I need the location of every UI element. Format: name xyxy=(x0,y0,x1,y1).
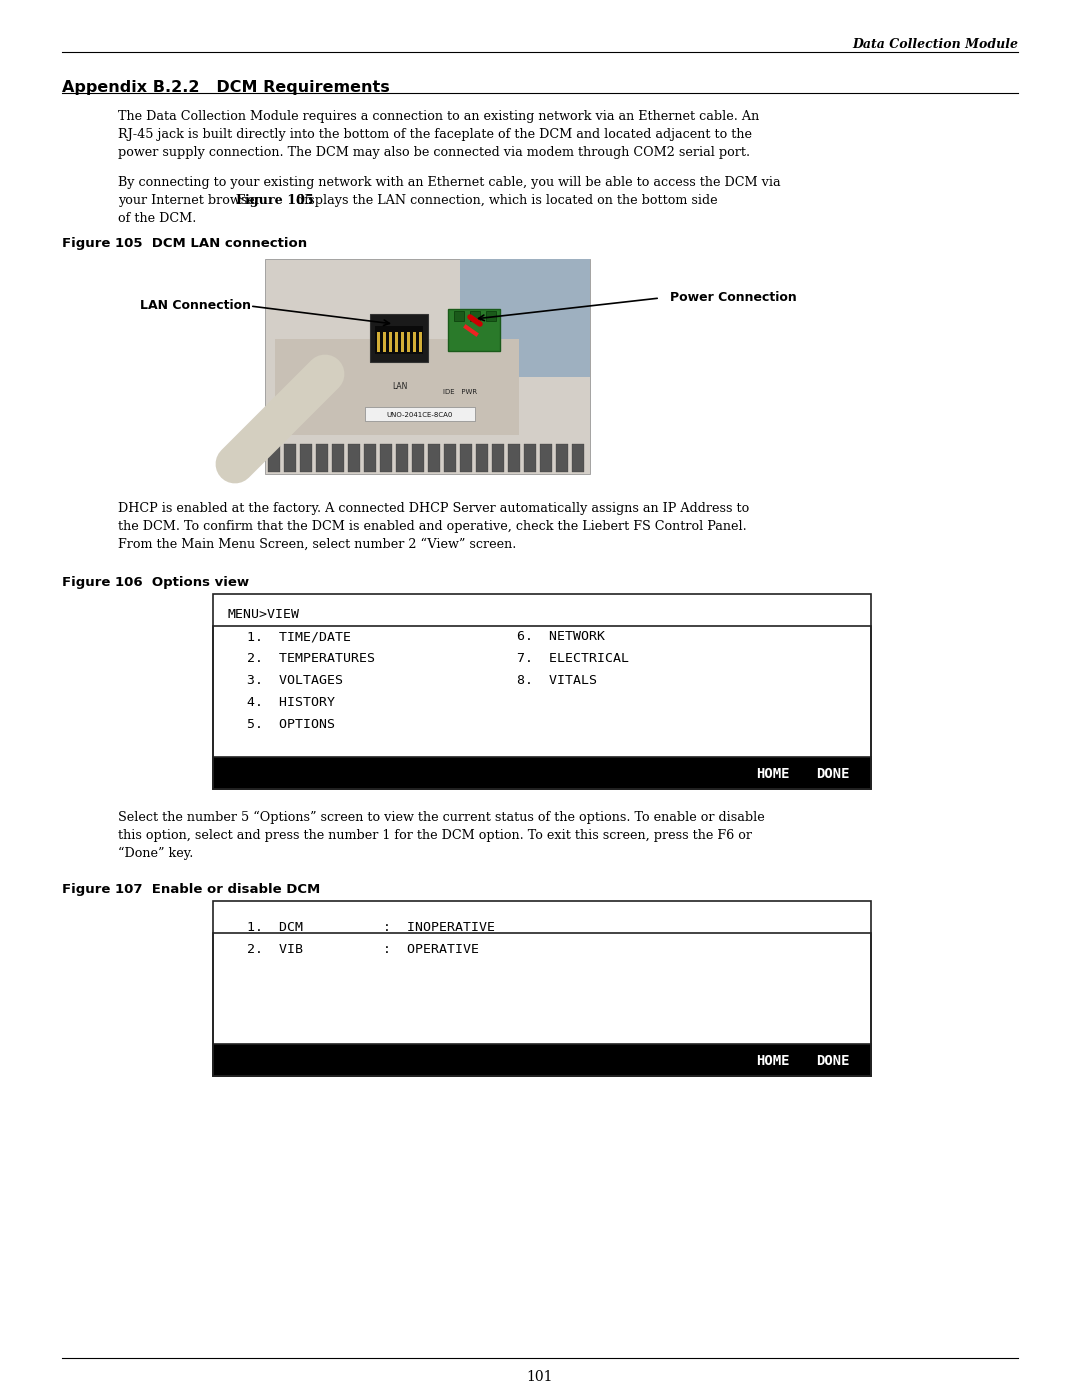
Text: 7.  ELECTRICAL: 7. ELECTRICAL xyxy=(517,652,629,665)
Text: MENU>VIEW: MENU>VIEW xyxy=(227,608,299,622)
Bar xyxy=(396,444,408,472)
Bar xyxy=(370,314,428,362)
Text: HOME: HOME xyxy=(756,767,789,781)
Text: By connecting to your existing network with an Ethernet cable, you will be able : By connecting to your existing network w… xyxy=(118,176,781,189)
Bar xyxy=(540,444,552,472)
Text: Figure 105: Figure 105 xyxy=(237,194,314,207)
Bar xyxy=(407,332,410,352)
Bar xyxy=(332,444,345,472)
Bar xyxy=(365,407,475,420)
Text: LAN: LAN xyxy=(392,381,407,391)
Bar xyxy=(284,444,296,472)
Bar xyxy=(275,338,518,436)
Text: of the DCM.: of the DCM. xyxy=(118,212,197,225)
Bar xyxy=(470,312,480,321)
Bar xyxy=(411,444,424,472)
Text: RJ-45 jack is built directly into the bottom of the faceplate of the DCM and loc: RJ-45 jack is built directly into the bo… xyxy=(118,129,752,141)
Bar xyxy=(213,1044,870,1076)
Text: The Data Collection Module requires a connection to an existing network via an E: The Data Collection Module requires a co… xyxy=(118,110,759,123)
Bar xyxy=(413,332,416,352)
Bar xyxy=(316,444,328,472)
Bar xyxy=(395,332,399,352)
Bar xyxy=(213,933,870,1076)
Bar xyxy=(268,444,280,472)
Text: 6.  NETWORK: 6. NETWORK xyxy=(517,630,605,643)
Text: IDE   PWR: IDE PWR xyxy=(443,388,477,395)
Bar xyxy=(444,444,456,472)
Text: 3.  VOLTAGES: 3. VOLTAGES xyxy=(247,673,343,687)
Text: 2.  VIB          :  OPERATIVE: 2. VIB : OPERATIVE xyxy=(247,943,480,956)
Text: Appendix B.2.2   DCM Requirements: Appendix B.2.2 DCM Requirements xyxy=(62,80,390,95)
Bar xyxy=(389,332,392,352)
Text: 4.  HISTORY: 4. HISTORY xyxy=(247,696,335,710)
Bar xyxy=(213,626,870,789)
Text: this option, select and press the number 1 for the DCM option. To exit this scre: this option, select and press the number… xyxy=(118,828,752,842)
Bar xyxy=(476,444,488,472)
Bar xyxy=(213,594,870,789)
Text: displays the LAN connection, which is located on the bottom side: displays the LAN connection, which is lo… xyxy=(292,194,717,207)
Text: your Internet browser.: your Internet browser. xyxy=(118,194,268,207)
Bar xyxy=(265,258,590,474)
Bar xyxy=(380,444,392,472)
Text: DHCP is enabled at the factory. A connected DHCP Server automatically assigns an: DHCP is enabled at the factory. A connec… xyxy=(118,502,750,515)
Bar xyxy=(300,444,312,472)
Text: 2.  TEMPERATURES: 2. TEMPERATURES xyxy=(247,652,375,665)
Text: “Done” key.: “Done” key. xyxy=(118,847,193,861)
Bar xyxy=(213,757,870,789)
Text: From the Main Menu Screen, select number 2 “View” screen.: From the Main Menu Screen, select number… xyxy=(118,538,516,550)
Bar xyxy=(460,258,590,377)
Bar xyxy=(556,444,568,472)
Text: Figure 105  DCM LAN connection: Figure 105 DCM LAN connection xyxy=(62,237,307,250)
Text: 5.  OPTIONS: 5. OPTIONS xyxy=(247,718,335,731)
Bar xyxy=(213,901,870,1076)
Bar xyxy=(348,444,360,472)
Text: 1.  TIME/DATE: 1. TIME/DATE xyxy=(247,630,351,643)
Text: the DCM. To confirm that the DCM is enabled and operative, check the Liebert FS : the DCM. To confirm that the DCM is enab… xyxy=(118,520,746,534)
Text: Data Collection Module: Data Collection Module xyxy=(852,38,1018,52)
Text: power supply connection. The DCM may also be connected via modem through COM2 se: power supply connection. The DCM may als… xyxy=(118,147,751,159)
Bar xyxy=(383,332,386,352)
Text: HOME: HOME xyxy=(756,1053,789,1067)
Bar xyxy=(375,326,423,353)
Bar xyxy=(486,312,496,321)
Bar xyxy=(524,444,536,472)
Bar xyxy=(377,332,380,352)
Text: 1.  DCM          :  INOPERATIVE: 1. DCM : INOPERATIVE xyxy=(247,921,495,935)
Text: 8.  VITALS: 8. VITALS xyxy=(517,673,597,687)
Bar xyxy=(508,444,519,472)
Bar xyxy=(454,312,464,321)
Text: UNO-2041CE-8CA0: UNO-2041CE-8CA0 xyxy=(387,412,454,418)
Bar xyxy=(492,444,504,472)
Text: LAN Connection: LAN Connection xyxy=(140,299,251,312)
Text: Figure 106  Options view: Figure 106 Options view xyxy=(62,576,249,590)
Bar xyxy=(428,444,440,472)
Bar xyxy=(572,444,584,472)
Text: Select the number 5 “Options” screen to view the current status of the options. : Select the number 5 “Options” screen to … xyxy=(118,812,765,824)
Text: DONE: DONE xyxy=(816,767,850,781)
Text: Figure 107  Enable or disable DCM: Figure 107 Enable or disable DCM xyxy=(62,883,321,895)
Text: Power Connection: Power Connection xyxy=(670,291,797,305)
Bar xyxy=(448,309,500,351)
Text: DONE: DONE xyxy=(816,1053,850,1067)
Bar xyxy=(364,444,376,472)
Bar xyxy=(401,332,404,352)
Bar xyxy=(419,332,422,352)
Text: 101: 101 xyxy=(527,1370,553,1384)
Bar xyxy=(460,444,472,472)
